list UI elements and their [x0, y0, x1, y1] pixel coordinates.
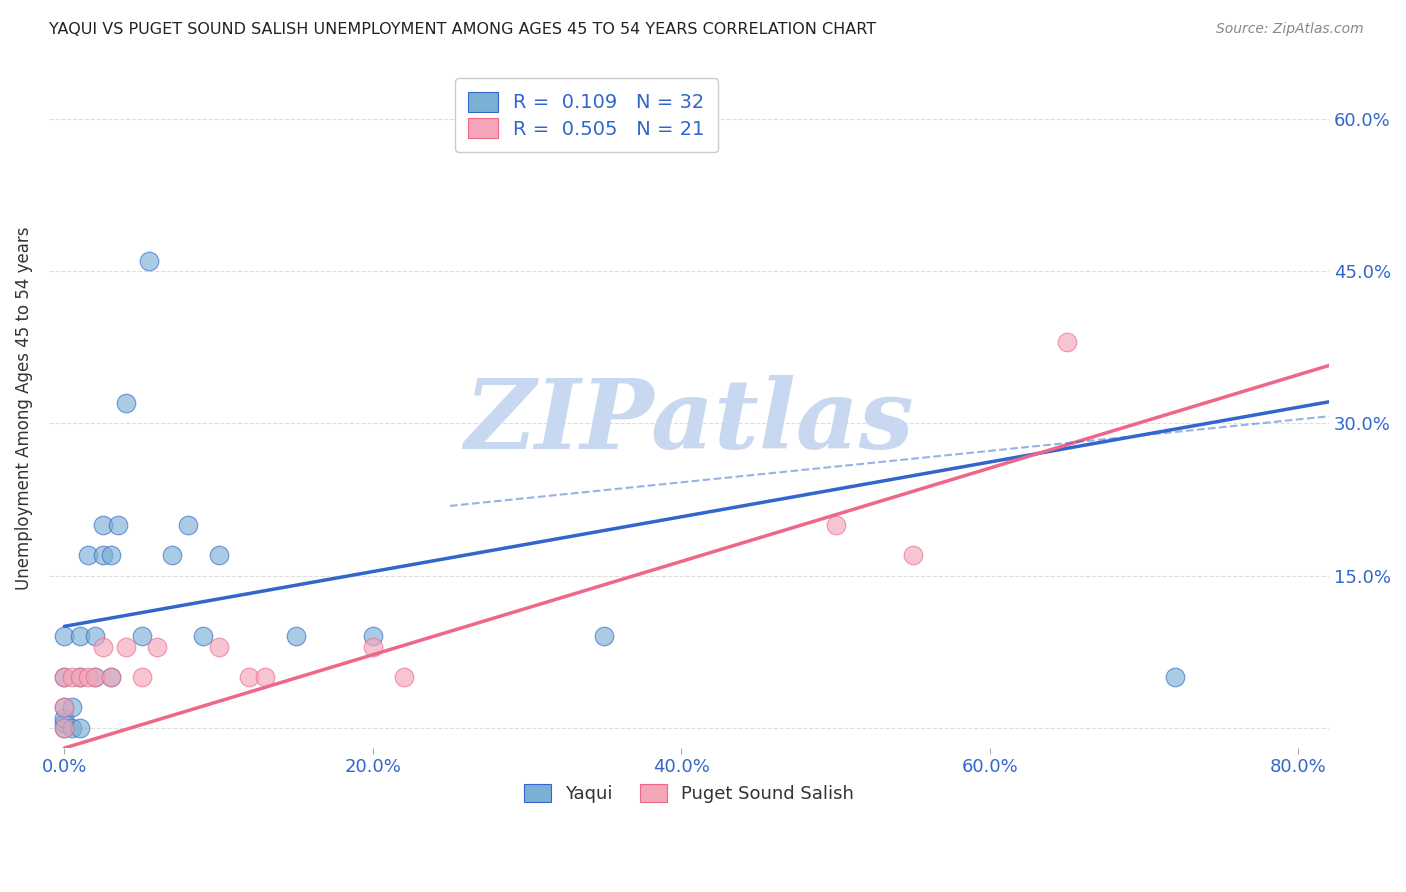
Point: [91, 549, 114, 563]
Point: [69, 670, 91, 684]
Point: [361, 640, 384, 654]
Point: [207, 549, 229, 563]
Point: [53, 670, 76, 684]
Point: [76, 670, 98, 684]
Point: [100, 549, 122, 563]
Point: [60, 700, 83, 714]
Point: [253, 670, 276, 684]
Point: [901, 549, 924, 563]
Text: ZIPatlas: ZIPatlas: [464, 375, 914, 469]
Point: [53, 630, 76, 644]
Point: [53, 700, 76, 714]
Point: [284, 630, 307, 644]
Point: [76, 549, 98, 563]
Point: [193, 630, 215, 644]
Legend: Yaqui, Puget Sound Salish: Yaqui, Puget Sound Salish: [513, 772, 865, 814]
Point: [593, 630, 616, 644]
Point: [131, 630, 153, 644]
Point: [69, 630, 91, 644]
Point: [53, 715, 76, 730]
Point: [91, 517, 114, 532]
Point: [53, 670, 76, 684]
Point: [238, 670, 260, 684]
Point: [107, 517, 129, 532]
Point: [824, 517, 846, 532]
Point: [162, 549, 184, 563]
Point: [91, 640, 114, 654]
Point: [392, 670, 415, 684]
Point: [84, 670, 107, 684]
Point: [84, 630, 107, 644]
Point: [84, 670, 107, 684]
Point: [177, 517, 200, 532]
Point: [60, 721, 83, 735]
Point: [53, 700, 76, 714]
Point: [361, 630, 384, 644]
Point: [100, 670, 122, 684]
Point: [115, 640, 138, 654]
Point: [60, 670, 83, 684]
Point: [53, 721, 76, 735]
Point: [146, 640, 169, 654]
Point: [69, 670, 91, 684]
Point: [53, 710, 76, 724]
Point: [115, 396, 138, 410]
Point: [138, 254, 160, 268]
Point: [1164, 670, 1187, 684]
Point: [131, 670, 153, 684]
Point: [69, 721, 91, 735]
Point: [100, 670, 122, 684]
Text: YAQUI VS PUGET SOUND SALISH UNEMPLOYMENT AMONG AGES 45 TO 54 YEARS CORRELATION C: YAQUI VS PUGET SOUND SALISH UNEMPLOYMENT…: [49, 22, 876, 37]
Point: [1056, 335, 1078, 350]
Point: [53, 721, 76, 735]
Point: [207, 640, 229, 654]
Text: Source: ZipAtlas.com: Source: ZipAtlas.com: [1216, 22, 1364, 37]
Y-axis label: Unemployment Among Ages 45 to 54 years: Unemployment Among Ages 45 to 54 years: [15, 227, 32, 590]
